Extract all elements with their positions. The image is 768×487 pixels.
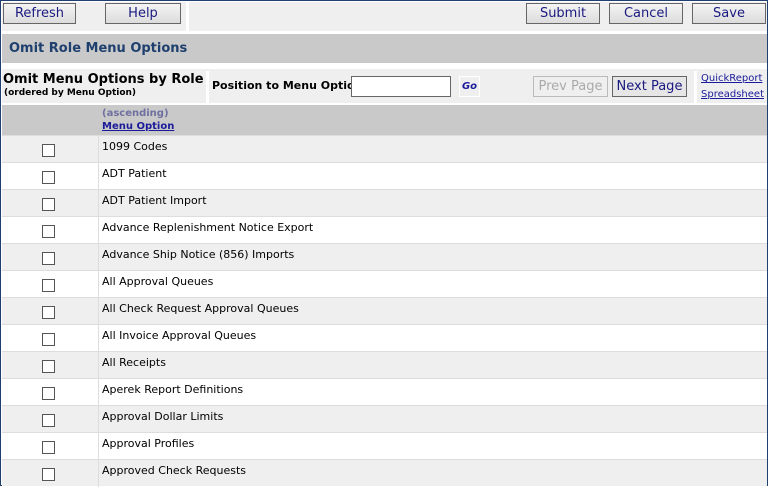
column-divider bbox=[98, 136, 99, 163]
table-row: All Invoice Approval Queues bbox=[2, 324, 767, 352]
menu-option-name: ADT Patient bbox=[102, 167, 167, 180]
position-label: Position to Menu Option bbox=[212, 79, 363, 92]
column-divider bbox=[98, 406, 99, 433]
column-divider bbox=[98, 433, 99, 460]
omit-checkbox[interactable] bbox=[42, 360, 55, 373]
omit-checkbox[interactable] bbox=[42, 252, 55, 265]
column-divider bbox=[98, 298, 99, 325]
omit-checkbox[interactable] bbox=[42, 441, 55, 454]
section-subheading: (ordered by Menu Option) bbox=[4, 88, 137, 98]
menu-option-name: All Receipts bbox=[102, 356, 166, 369]
column-divider bbox=[98, 190, 99, 217]
column-divider bbox=[98, 379, 99, 406]
omit-checkbox[interactable] bbox=[42, 414, 55, 427]
table-row: All Approval Queues bbox=[2, 270, 767, 298]
spreadsheet-link[interactable]: Spreadsheet bbox=[701, 89, 764, 100]
menu-option-name: Advance Ship Notice (856) Imports bbox=[102, 248, 295, 261]
help-button[interactable]: Help bbox=[105, 3, 181, 24]
table-row: 1099 Codes bbox=[2, 135, 767, 163]
menu-option-name: All Approval Queues bbox=[102, 275, 214, 288]
submit-button[interactable]: Submit bbox=[526, 3, 600, 24]
toolbar: Refresh Help Submit Cancel Save bbox=[2, 2, 767, 31]
column-divider bbox=[98, 244, 99, 271]
menu-option-column-header[interactable]: Menu Option bbox=[102, 121, 175, 132]
table-row: Advance Ship Notice (856) Imports bbox=[2, 243, 767, 271]
page-title: Omit Role Menu Options bbox=[2, 34, 767, 63]
omit-checkbox[interactable] bbox=[42, 387, 55, 400]
save-button[interactable]: Save bbox=[692, 3, 766, 24]
refresh-button[interactable]: Refresh bbox=[3, 3, 76, 24]
column-divider bbox=[98, 325, 99, 352]
omit-checkbox[interactable] bbox=[42, 225, 55, 238]
menu-option-name: Approval Dollar Limits bbox=[102, 410, 224, 423]
table-header: (ascending) Menu Option bbox=[2, 105, 767, 135]
menu-option-name: ADT Patient Import bbox=[102, 194, 207, 207]
toolbar-divider bbox=[186, 2, 189, 31]
menu-option-name: All Check Request Approval Queues bbox=[102, 302, 299, 315]
next-page-button[interactable]: Next Page bbox=[612, 76, 687, 97]
omit-checkbox[interactable] bbox=[42, 198, 55, 211]
menu-option-name: Approval Profiles bbox=[102, 437, 195, 450]
table-row: Approval Profiles bbox=[2, 432, 767, 460]
column-divider bbox=[98, 271, 99, 298]
divider bbox=[694, 71, 697, 103]
table-row: ADT Patient Import bbox=[2, 189, 767, 217]
table-row: Aperek Report Definitions bbox=[2, 378, 767, 406]
omit-checkbox[interactable] bbox=[42, 171, 55, 184]
column-divider bbox=[98, 217, 99, 244]
table-row: ADT Patient bbox=[2, 162, 767, 190]
omit-checkbox[interactable] bbox=[42, 468, 55, 481]
divider bbox=[206, 71, 209, 103]
menu-option-name: Approved Check Requests bbox=[102, 464, 247, 477]
table-row: Approved Check Requests bbox=[2, 459, 767, 487]
omit-checkbox[interactable] bbox=[42, 333, 55, 346]
controls-bar: Omit Menu Options by Role (ordered by Me… bbox=[2, 69, 767, 103]
column-divider bbox=[98, 163, 99, 190]
cancel-button[interactable]: Cancel bbox=[609, 3, 683, 24]
prev-page-button[interactable]: Prev Page bbox=[533, 76, 608, 97]
table-row: Advance Replenishment Notice Export bbox=[2, 216, 767, 244]
menu-option-name: All Invoice Approval Queues bbox=[102, 329, 257, 342]
section-heading: Omit Menu Options by Role bbox=[3, 72, 204, 87]
table-row: Approval Dollar Limits bbox=[2, 405, 767, 433]
go-button[interactable]: Go bbox=[459, 76, 480, 97]
omit-checkbox[interactable] bbox=[42, 144, 55, 157]
column-divider bbox=[98, 460, 99, 487]
sort-order: (ascending) bbox=[102, 108, 169, 119]
omit-checkbox[interactable] bbox=[42, 279, 55, 292]
column-divider bbox=[98, 352, 99, 379]
menu-option-name: Advance Replenishment Notice Export bbox=[102, 221, 314, 234]
omit-checkbox[interactable] bbox=[42, 306, 55, 319]
quickreport-link[interactable]: QuickReport bbox=[701, 73, 763, 84]
position-input[interactable] bbox=[351, 76, 451, 97]
menu-option-name: Aperek Report Definitions bbox=[102, 383, 244, 396]
table-row: All Check Request Approval Queues bbox=[2, 297, 767, 325]
table-row: All Receipts bbox=[2, 351, 767, 379]
menu-option-name: 1099 Codes bbox=[102, 140, 168, 153]
